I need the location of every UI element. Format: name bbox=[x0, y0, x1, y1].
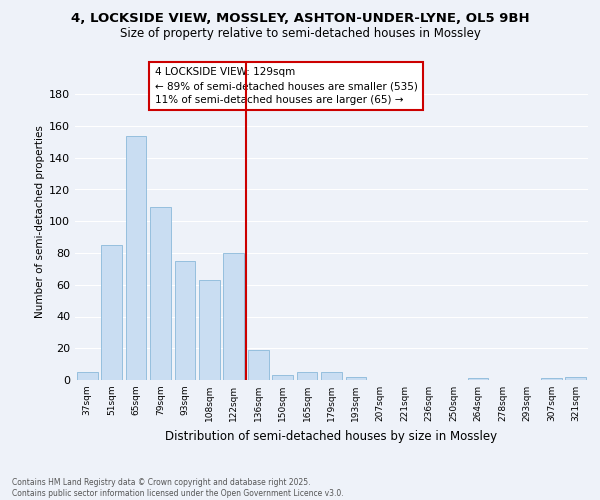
Bar bbox=[346, 377, 367, 380]
Text: Contains HM Land Registry data © Crown copyright and database right 2025.
Contai: Contains HM Land Registry data © Crown c… bbox=[12, 478, 344, 498]
Bar bbox=[199, 280, 220, 380]
X-axis label: Distribution of semi-detached houses by size in Mossley: Distribution of semi-detached houses by … bbox=[166, 430, 497, 442]
Bar bbox=[125, 136, 146, 380]
Bar bbox=[541, 378, 562, 380]
Bar bbox=[467, 378, 488, 380]
Bar bbox=[321, 372, 342, 380]
Bar bbox=[223, 253, 244, 380]
Text: 4 LOCKSIDE VIEW: 129sqm
← 89% of semi-detached houses are smaller (535)
11% of s: 4 LOCKSIDE VIEW: 129sqm ← 89% of semi-de… bbox=[155, 68, 418, 106]
Bar bbox=[565, 377, 586, 380]
Bar bbox=[248, 350, 269, 380]
Text: Size of property relative to semi-detached houses in Mossley: Size of property relative to semi-detach… bbox=[119, 28, 481, 40]
Bar bbox=[272, 375, 293, 380]
Bar bbox=[101, 245, 122, 380]
Bar bbox=[77, 372, 98, 380]
Text: 4, LOCKSIDE VIEW, MOSSLEY, ASHTON-UNDER-LYNE, OL5 9BH: 4, LOCKSIDE VIEW, MOSSLEY, ASHTON-UNDER-… bbox=[71, 12, 529, 26]
Bar bbox=[296, 372, 317, 380]
Bar bbox=[175, 261, 196, 380]
Y-axis label: Number of semi-detached properties: Number of semi-detached properties bbox=[35, 125, 45, 318]
Bar bbox=[150, 207, 171, 380]
